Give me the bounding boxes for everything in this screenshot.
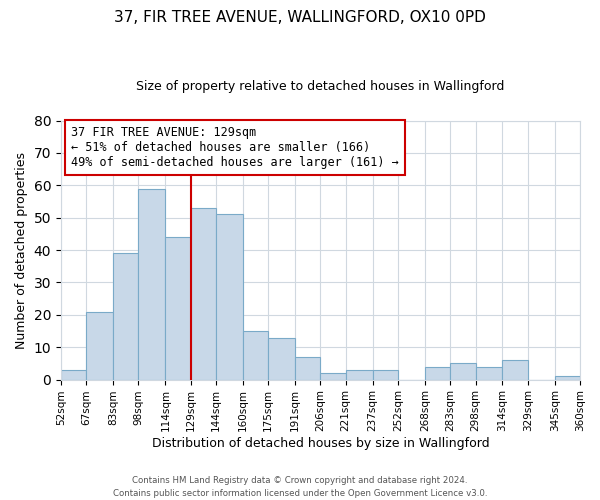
Bar: [320, 373, 346, 380]
Bar: [502, 360, 528, 380]
Bar: [268, 338, 295, 380]
Bar: [216, 214, 243, 380]
Bar: [243, 331, 268, 380]
Bar: [113, 254, 139, 380]
Bar: [450, 364, 476, 380]
Text: 37, FIR TREE AVENUE, WALLINGFORD, OX10 0PD: 37, FIR TREE AVENUE, WALLINGFORD, OX10 0…: [114, 10, 486, 25]
Bar: [191, 208, 216, 380]
Y-axis label: Number of detached properties: Number of detached properties: [15, 152, 28, 348]
Bar: [139, 188, 166, 380]
Bar: [61, 370, 86, 380]
Title: Size of property relative to detached houses in Wallingford: Size of property relative to detached ho…: [136, 80, 505, 93]
Text: 37 FIR TREE AVENUE: 129sqm
← 51% of detached houses are smaller (166)
49% of sem: 37 FIR TREE AVENUE: 129sqm ← 51% of deta…: [71, 126, 399, 168]
Bar: [86, 312, 113, 380]
Bar: [555, 376, 580, 380]
Bar: [425, 366, 450, 380]
Bar: [373, 370, 398, 380]
Bar: [476, 366, 502, 380]
X-axis label: Distribution of detached houses by size in Wallingford: Distribution of detached houses by size …: [152, 437, 489, 450]
Bar: [295, 357, 320, 380]
Bar: [346, 370, 373, 380]
Bar: [166, 237, 191, 380]
Text: Contains HM Land Registry data © Crown copyright and database right 2024.
Contai: Contains HM Land Registry data © Crown c…: [113, 476, 487, 498]
